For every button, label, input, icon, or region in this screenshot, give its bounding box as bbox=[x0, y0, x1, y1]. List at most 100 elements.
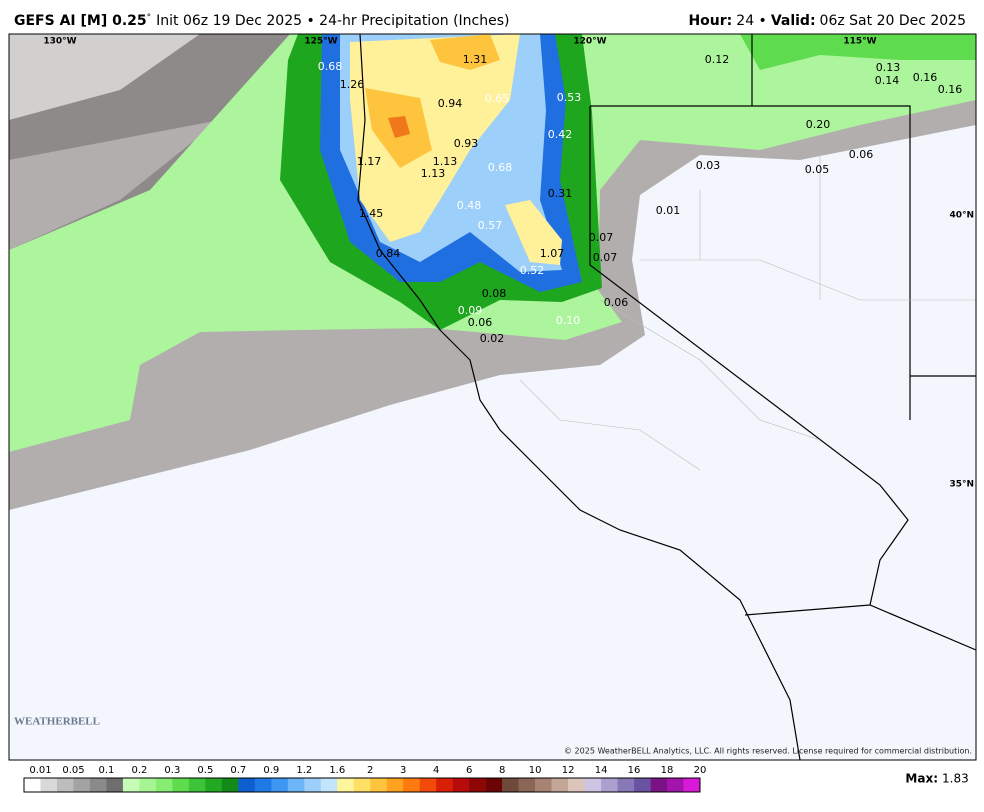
colorbar-label: 1.6 bbox=[329, 765, 345, 776]
point-value: 0.06 bbox=[604, 296, 629, 309]
description: Init 06z 19 Dec 2025 • 24-hr Precipitati… bbox=[156, 13, 509, 29]
colorbar-label: 0.5 bbox=[197, 765, 213, 776]
point-value: 0.68 bbox=[488, 161, 513, 174]
colorbar-swatch bbox=[205, 778, 223, 792]
colorbar-swatch bbox=[40, 778, 58, 792]
map-frame bbox=[8, 33, 977, 761]
point-value: 0.57 bbox=[478, 219, 503, 232]
point-value: 0.31 bbox=[548, 187, 573, 200]
country-border bbox=[744, 604, 976, 651]
max-value: 1.83 bbox=[942, 772, 969, 786]
copyright: © 2025 WeatherBELL Analytics, LLC. All r… bbox=[564, 747, 972, 756]
colorbar-swatch bbox=[56, 778, 74, 792]
point-value: 1.31 bbox=[463, 53, 488, 66]
colorbar-swatch bbox=[221, 778, 239, 792]
point-value: 1.45 bbox=[359, 207, 384, 220]
point-value: 0.08 bbox=[482, 287, 507, 300]
point-value: 0.94 bbox=[438, 97, 463, 110]
colorbar-swatch bbox=[469, 778, 486, 792]
point-value: 0.53 bbox=[557, 91, 582, 104]
colorbar-swatch bbox=[188, 778, 206, 792]
colorbar-swatch bbox=[386, 778, 404, 792]
colorbar-swatch bbox=[304, 778, 322, 792]
point-value: 0.52 bbox=[520, 264, 545, 277]
colorbar-label: 8 bbox=[499, 765, 505, 776]
point-value: 0.93 bbox=[454, 137, 479, 150]
colorbar-label: 0.9 bbox=[263, 765, 279, 776]
point-value: 0.09 bbox=[458, 304, 483, 317]
point-value: 0.01 bbox=[656, 204, 681, 217]
colorbar-label: 6 bbox=[466, 765, 472, 776]
colorbar-swatch bbox=[419, 778, 437, 792]
logo: WEATHERBELL bbox=[14, 716, 100, 728]
graticule-label: 40°N bbox=[949, 211, 974, 221]
precip-yellow bbox=[505, 200, 562, 265]
valid-value: 06z Sat 20 Dec 2025 bbox=[820, 13, 966, 29]
colorbar-label: 4 bbox=[433, 765, 439, 776]
precip-light-gray bbox=[9, 34, 200, 120]
colorbar-swatch bbox=[271, 778, 289, 792]
colorbar-swatch bbox=[320, 778, 338, 792]
point-value: 0.20 bbox=[806, 118, 831, 131]
graticule-label: 120°W bbox=[573, 37, 606, 47]
graticule-label: 35°N bbox=[949, 480, 974, 490]
point-value: 0.03 bbox=[696, 159, 721, 172]
colorbar-swatch bbox=[568, 778, 585, 792]
colorbar-swatch bbox=[370, 778, 388, 792]
point-value: 1.26 bbox=[340, 78, 365, 91]
colorbar-label: 0.05 bbox=[62, 765, 84, 776]
hour-value: 24 • bbox=[736, 13, 767, 29]
point-value: 0.05 bbox=[805, 163, 830, 176]
graticule-label: 115°W bbox=[843, 37, 876, 47]
point-value: 0.16 bbox=[913, 71, 938, 84]
colorbar-swatch bbox=[634, 778, 651, 792]
colorbar-swatch bbox=[24, 778, 41, 792]
point-value: 0.02 bbox=[480, 332, 505, 345]
point-value: 1.07 bbox=[540, 247, 565, 260]
precip-mid-green bbox=[740, 34, 976, 70]
map bbox=[9, 34, 976, 760]
point-value: 0.68 bbox=[318, 60, 343, 73]
colorbar-label: 0.2 bbox=[131, 765, 147, 776]
precip-dark-orange bbox=[388, 116, 410, 138]
point-value: 0.84 bbox=[376, 247, 401, 260]
colorbar-label: 0.01 bbox=[29, 765, 51, 776]
point-value: 0.10 bbox=[556, 314, 581, 327]
colorbar-swatch bbox=[155, 778, 173, 792]
colorbar-label: 16 bbox=[628, 765, 641, 776]
colorbar-label: 0.1 bbox=[98, 765, 114, 776]
point-value: 0.07 bbox=[589, 231, 614, 244]
precip-orange bbox=[430, 34, 500, 70]
precip-yellow bbox=[350, 34, 520, 242]
max-label: Max: bbox=[905, 772, 938, 786]
colorbar-label: 14 bbox=[595, 765, 608, 776]
colorbar-swatch bbox=[254, 778, 272, 792]
colorbar-swatch bbox=[667, 778, 684, 792]
colorbar-swatch bbox=[650, 778, 668, 792]
colorbar-swatch bbox=[485, 778, 503, 792]
colorbar-swatch bbox=[73, 778, 91, 792]
colorbar-swatch bbox=[337, 778, 355, 792]
header-title: GEFS AI [M] 0.25° Init 06z 19 Dec 2025 • … bbox=[14, 13, 509, 30]
colorbar: 0.01 0.05 0.1 0.2 0.3 0.5 0.7 0.9 1.2 1.6 2 3 4 6 8 10 1… bbox=[23, 765, 706, 793]
colorbar-swatch bbox=[403, 778, 421, 792]
colorbar-swatch bbox=[535, 778, 552, 792]
coastline bbox=[357, 34, 801, 760]
colorbar-swatch bbox=[89, 778, 107, 792]
colorbar-swatch bbox=[518, 778, 536, 792]
point-value: 0.06 bbox=[468, 316, 493, 329]
point-value: 0.12 bbox=[705, 53, 730, 66]
borders bbox=[357, 34, 976, 760]
colorbar-swatch bbox=[683, 778, 701, 792]
point-value: 1.13 bbox=[421, 167, 446, 180]
valid-label: Valid: bbox=[771, 13, 816, 29]
colorbar-swatch bbox=[353, 778, 371, 792]
colorbar-frame bbox=[23, 777, 701, 793]
colorbar-swatch bbox=[617, 778, 635, 792]
colorbar-label: 18 bbox=[661, 765, 674, 776]
point-value: 1.13 bbox=[433, 155, 458, 168]
county-lines bbox=[519, 150, 976, 471]
graticule-label: 125°W bbox=[304, 37, 337, 47]
point-value: 0.06 bbox=[849, 148, 874, 161]
